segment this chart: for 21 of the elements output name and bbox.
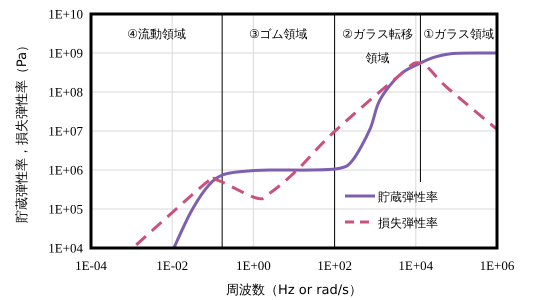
annotation: ③ゴム領域 xyxy=(248,27,308,41)
x-tick-label: 1E+02 xyxy=(317,258,352,273)
y-tick-label: 1E+07 xyxy=(48,124,84,138)
y-tick-label: 1E+06 xyxy=(48,162,84,178)
annotation: ①ガラス領域 xyxy=(423,27,494,41)
legend-label: 損失弾性率 xyxy=(378,216,438,230)
y-tick-label: 1E+10 xyxy=(48,6,83,22)
x-axis-title: 周波数（Hz or rad/s） xyxy=(226,283,362,298)
annotation: ②ガラス転移領域 xyxy=(342,27,413,65)
annotation: ④流動領域 xyxy=(127,27,186,41)
legend-label: 貯蔵弾性率 xyxy=(378,190,438,204)
y-tick-label: 1E+05 xyxy=(48,202,83,216)
y-tick-label: 1E+09 xyxy=(48,46,83,60)
x-tick-label: 1E+00 xyxy=(236,258,271,273)
x-tick-label: 1E-04 xyxy=(75,258,108,273)
x-tick-label: 1E+04 xyxy=(398,258,434,273)
y-tick-label: 1E+04 xyxy=(48,240,84,256)
y-tick-label: 1E+08 xyxy=(48,84,83,100)
x-tick-label: 1E+06 xyxy=(480,258,515,273)
x-tick-label: 1E-02 xyxy=(156,258,188,273)
y-axis-title: 貯蔵弾性率，損失弾性率（Pa） xyxy=(14,38,30,224)
